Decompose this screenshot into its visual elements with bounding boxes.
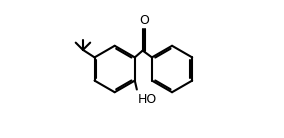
Text: HO: HO bbox=[138, 93, 157, 106]
Text: O: O bbox=[139, 14, 149, 27]
